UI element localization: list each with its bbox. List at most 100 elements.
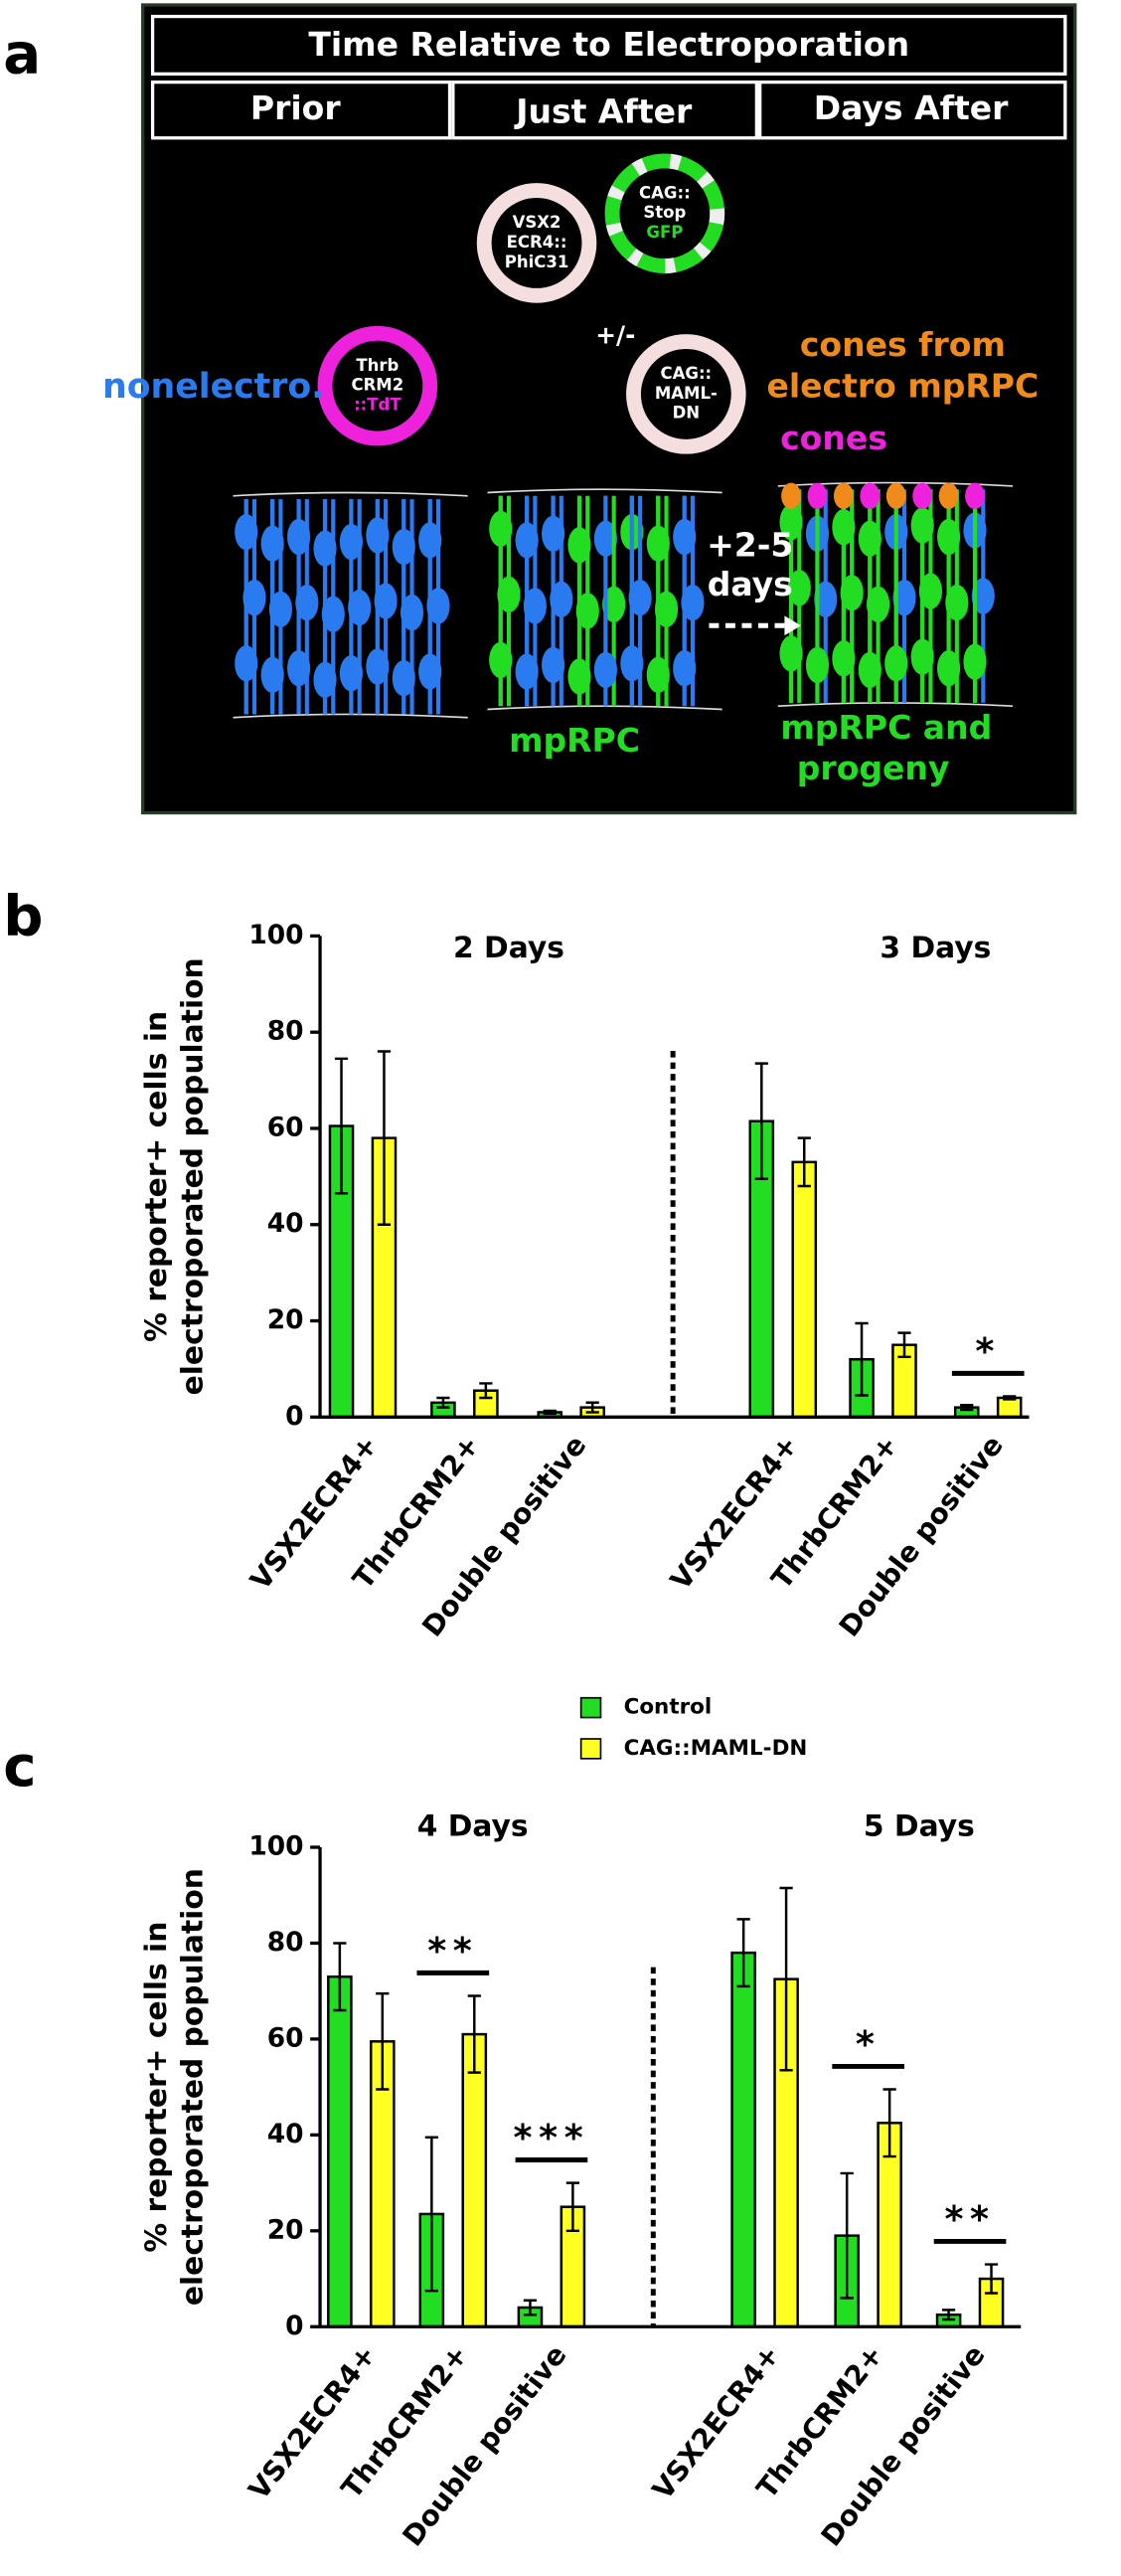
error-bar xyxy=(436,1396,450,1409)
y-tick-label: 60 xyxy=(267,2022,304,2053)
cell xyxy=(779,635,803,672)
facet-title: 2 Days xyxy=(453,931,564,965)
significance-label: *** xyxy=(514,2117,590,2159)
plasmid-text: GFP xyxy=(646,223,683,242)
cell xyxy=(971,578,995,614)
cell xyxy=(392,659,415,697)
column-title: Prior xyxy=(250,88,341,127)
error-bar xyxy=(779,1886,793,2072)
plasmid-text: Thrb xyxy=(356,356,399,375)
bar xyxy=(327,1975,353,2328)
cell xyxy=(348,589,372,626)
layer-boundary xyxy=(487,488,722,494)
layer-boundary xyxy=(233,491,468,497)
cell xyxy=(628,580,652,616)
column-box xyxy=(758,80,1067,140)
error-bar xyxy=(467,1994,481,2074)
cell xyxy=(575,593,599,629)
error-bar xyxy=(424,2136,438,2293)
cell xyxy=(892,580,916,616)
cone xyxy=(807,482,828,510)
cell xyxy=(858,651,881,689)
cell xyxy=(321,596,345,632)
y-tick-label: 20 xyxy=(267,1304,304,1335)
cell xyxy=(515,653,539,690)
panel-label: a xyxy=(3,22,41,86)
cell xyxy=(787,570,811,606)
y-tick-label: 100 xyxy=(248,920,303,950)
cell xyxy=(646,656,670,693)
plasmid xyxy=(317,325,438,446)
cell xyxy=(910,638,934,675)
y-tick-label: 60 xyxy=(267,1112,304,1142)
nonelectro-label: nonelectro. xyxy=(102,367,324,407)
error-bar xyxy=(897,1331,911,1359)
layer-boundary xyxy=(777,702,1014,708)
cell xyxy=(542,646,565,684)
error-bar xyxy=(376,1991,390,2091)
cell xyxy=(814,581,838,618)
cell xyxy=(918,573,942,609)
plasmid-text: CRM2 xyxy=(351,376,403,395)
error-bar xyxy=(840,2171,854,2300)
cell xyxy=(867,586,890,622)
cell xyxy=(832,640,856,677)
y-tick-label: 20 xyxy=(267,2214,304,2245)
cone xyxy=(833,482,854,510)
error-bar xyxy=(543,1409,557,1416)
column-title: Days After xyxy=(814,88,1009,127)
error-bar xyxy=(984,2263,999,2295)
y-tick-label: 80 xyxy=(267,1016,304,1047)
y-tick-label: 80 xyxy=(267,1927,304,1958)
panel-label: b xyxy=(3,885,43,949)
error-bar xyxy=(754,1062,768,1181)
facet-title: 5 Days xyxy=(864,1809,975,1844)
plasmid xyxy=(476,183,597,303)
error-bar xyxy=(960,1403,974,1412)
facet-title: 4 Days xyxy=(417,1809,529,1844)
cell xyxy=(673,650,697,687)
cell xyxy=(268,591,292,627)
cell xyxy=(242,580,266,616)
significance-label: ** xyxy=(944,2198,995,2241)
error-bar xyxy=(1003,1395,1017,1401)
plasmid-text: DN xyxy=(673,404,701,423)
arrow-head xyxy=(784,615,801,636)
cell xyxy=(287,650,311,687)
error-bar xyxy=(882,2088,896,2158)
error-bar xyxy=(479,1382,493,1400)
cell xyxy=(489,641,513,679)
interval-label: +2-5 xyxy=(707,525,793,564)
plasmid xyxy=(626,334,746,454)
cell xyxy=(426,588,450,624)
column-title: Just After xyxy=(514,91,693,130)
plasmid-text: MAML- xyxy=(655,384,718,403)
cone xyxy=(965,482,985,510)
cell xyxy=(295,584,319,621)
significance-label: * xyxy=(975,1330,1001,1373)
cell xyxy=(497,576,521,613)
cell xyxy=(550,581,573,618)
cell-layers xyxy=(233,481,1014,719)
cell xyxy=(523,588,547,624)
mprpc-label: mpRPC xyxy=(509,721,640,760)
column-box xyxy=(451,80,759,140)
cell xyxy=(620,645,644,682)
y-tick-label: 100 xyxy=(248,1831,303,1862)
cones-from-label: cones from xyxy=(800,325,1006,364)
column-box xyxy=(150,80,452,140)
panel-label: c xyxy=(3,1735,36,1800)
bar xyxy=(730,1951,756,2328)
layer-boundary xyxy=(487,705,722,711)
legend-label: Control xyxy=(624,1695,713,1720)
cone xyxy=(885,482,906,510)
y-axis-label: % reporter+ cells in xyxy=(139,1011,174,1342)
cone xyxy=(781,482,801,510)
plasmid-text: PhiC31 xyxy=(505,253,569,271)
error-bar xyxy=(941,2309,956,2321)
facet-title: 3 Days xyxy=(880,931,991,965)
cell xyxy=(884,645,908,682)
cell xyxy=(937,650,961,687)
